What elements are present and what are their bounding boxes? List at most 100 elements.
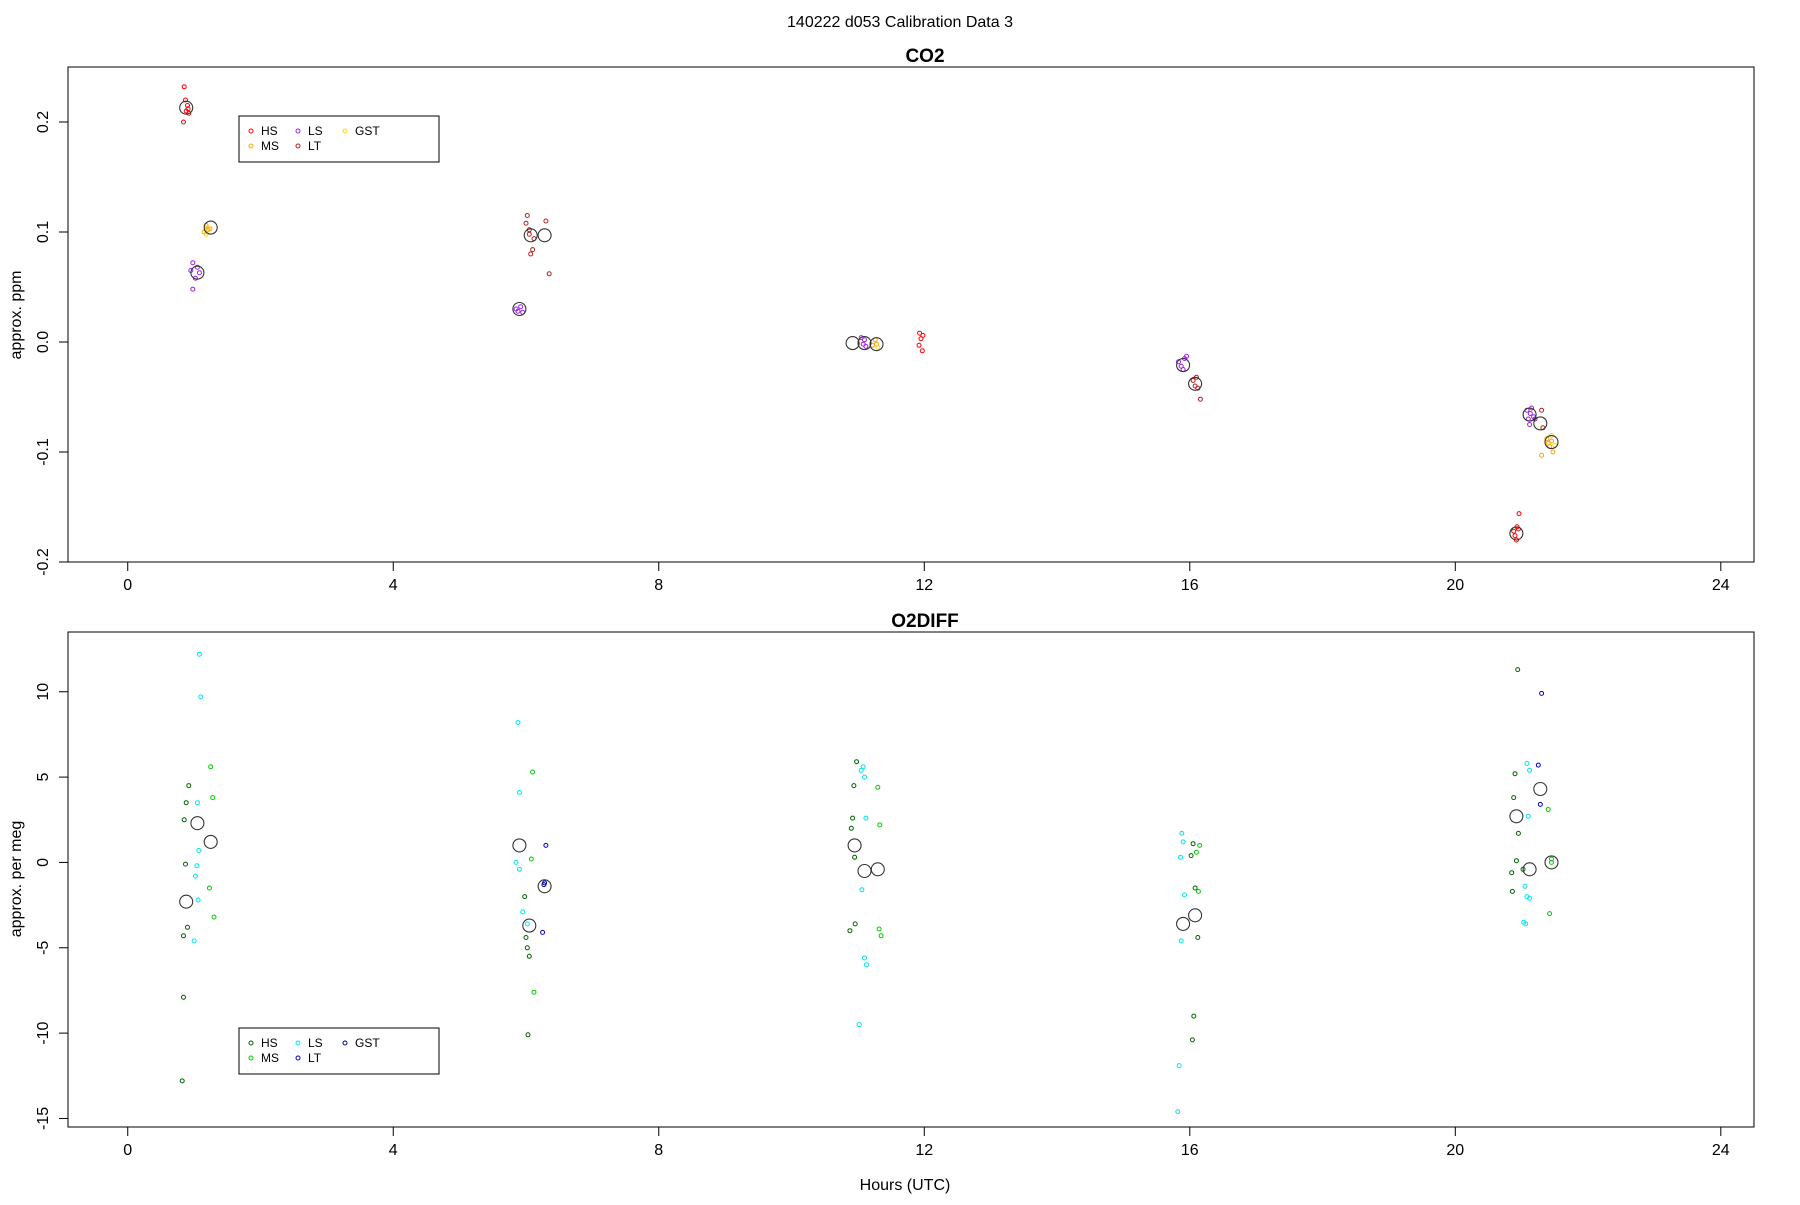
co2-mean-marker bbox=[179, 100, 194, 115]
o2diff-legend-marker-hs bbox=[248, 1040, 254, 1046]
o2diff-point-ms bbox=[1195, 888, 1201, 894]
o2diff-point-ls bbox=[1178, 938, 1184, 944]
o2diff-point-ls bbox=[1178, 854, 1183, 860]
o2diff-point-hs bbox=[1192, 885, 1198, 891]
o2diff-y-tick-label: 5 bbox=[35, 773, 52, 782]
o2diff-point-ms bbox=[876, 926, 882, 932]
o2diff-point-ls bbox=[1180, 839, 1186, 845]
co2-point-gst bbox=[875, 345, 881, 350]
o2diff-point-lt bbox=[540, 929, 546, 935]
co2-y-tick-label: 0.2 bbox=[35, 111, 52, 133]
o2diff-point-ms bbox=[878, 933, 884, 939]
o2diff-y-axis-label: approx. per meg bbox=[8, 821, 25, 938]
o2diff-point-hs bbox=[181, 933, 186, 939]
co2-mean-marker bbox=[1509, 526, 1524, 541]
o2diff-point-hs bbox=[183, 861, 188, 867]
o2diff-point-hs bbox=[185, 924, 190, 930]
co2-x-tick-label: 12 bbox=[915, 577, 933, 594]
co2-point-ls bbox=[196, 270, 202, 276]
co2-point-hs bbox=[920, 332, 926, 338]
o2diff-legend-label-ls: LS bbox=[308, 1036, 323, 1050]
o2diff-point-hs bbox=[847, 928, 853, 934]
co2-legend-label-gst: GST bbox=[355, 124, 380, 138]
o2diff-point-lt bbox=[1535, 762, 1541, 768]
co2-point-ls bbox=[1527, 411, 1533, 416]
co2-mean-marker bbox=[845, 336, 860, 351]
co2-legend-box bbox=[238, 115, 440, 163]
o2diff-point-hs bbox=[181, 817, 187, 823]
o2diff-legend-marker-ls bbox=[295, 1040, 301, 1046]
co2-legend-label-ls: LS bbox=[308, 124, 323, 138]
co2-point-lt bbox=[1539, 407, 1545, 413]
o2diff-point-ms bbox=[1193, 849, 1199, 855]
o2diff-point-ls bbox=[1522, 883, 1528, 889]
co2-point-hs bbox=[916, 342, 922, 348]
co2-panel: CO2 approx. ppm 0 4 8 12 16 20 24 -0.2 -0.1 0.0 0.… bbox=[8, 46, 1755, 594]
o2diff-point-ls bbox=[1179, 830, 1185, 836]
o2diff-point-hs bbox=[1188, 853, 1194, 859]
co2-legend-label-hs: HS bbox=[261, 124, 278, 138]
co2-legend-marker-gst bbox=[342, 128, 348, 134]
o2diff-point-ls bbox=[1527, 895, 1533, 901]
o2diff-point-hs bbox=[850, 815, 856, 821]
o2diff-y-tick-label: -10 bbox=[35, 1021, 52, 1044]
co2-point-lt bbox=[530, 247, 536, 253]
o2diff-point-hs bbox=[1511, 795, 1517, 801]
co2-point-ls bbox=[518, 304, 524, 310]
o2diff-point-hs bbox=[1195, 935, 1201, 940]
o2diff-point-hs bbox=[1515, 830, 1521, 836]
co2-axes: 0 4 8 12 16 20 24 -0.2 -0.1 0.0 0.1 0.2 bbox=[35, 111, 1730, 594]
o2diff-point-ms bbox=[208, 764, 214, 770]
o2diff-point-hs bbox=[179, 1078, 185, 1084]
o2diff-point-hs bbox=[1513, 858, 1519, 864]
o2diff-x-tick-label: 16 bbox=[1181, 1142, 1199, 1159]
co2-point-ms bbox=[207, 226, 213, 232]
co2-point-ls bbox=[515, 308, 521, 314]
o2diff-point-ms bbox=[211, 914, 217, 920]
o2diff-point-ls bbox=[515, 720, 521, 725]
o2diff-mean-marker bbox=[1533, 781, 1548, 797]
o2diff-point-ls bbox=[520, 909, 526, 915]
o2diff-point-lt bbox=[1539, 690, 1545, 696]
co2-y-tick-label: 0.1 bbox=[35, 221, 52, 243]
co2-point-hs bbox=[181, 119, 186, 125]
co2-point-hs bbox=[1512, 533, 1518, 539]
o2diff-point-ms bbox=[530, 769, 536, 775]
co2-point-gst bbox=[204, 225, 210, 231]
o2diff-y-tick-label: 0 bbox=[35, 858, 52, 867]
o2diff-mean-marker bbox=[1522, 862, 1537, 877]
o2diff-point-hs bbox=[1509, 870, 1515, 876]
o2diff-point-ls bbox=[192, 873, 198, 879]
o2diff-point-ls bbox=[196, 651, 202, 657]
o2diff-legend-label-hs: HS bbox=[261, 1036, 278, 1050]
o2diff-point-ls bbox=[863, 815, 869, 821]
co2-point-lt bbox=[1190, 378, 1196, 383]
co2-mean-marker bbox=[869, 337, 884, 352]
co2-point-ls bbox=[1532, 416, 1538, 422]
o2diff-point-hs bbox=[851, 783, 857, 789]
co2-y-tick-label: -0.2 bbox=[35, 548, 52, 576]
o2diff-x-tick-label: 20 bbox=[1446, 1142, 1464, 1159]
o2diff-point-hs bbox=[181, 994, 186, 1000]
o2diff-y-tick-label: 10 bbox=[35, 683, 52, 701]
o2diff-point-hs bbox=[1191, 1013, 1197, 1019]
o2diff-point-hs bbox=[848, 825, 854, 831]
co2-point-ls bbox=[1527, 422, 1533, 427]
o2diff-point-ms bbox=[1549, 859, 1554, 865]
co2-point-lt bbox=[523, 220, 529, 226]
co2-point-ms bbox=[1550, 449, 1556, 455]
o2diff-mean-marker bbox=[1544, 855, 1559, 870]
o2diff-axes: 0 4 8 12 16 20 24 -15 -10 -5 0 5 10 bbox=[35, 683, 1730, 1159]
co2-x-tick-label: 20 bbox=[1446, 577, 1464, 594]
co2-point-hs bbox=[183, 97, 188, 103]
o2diff-point-ms bbox=[1549, 856, 1554, 862]
o2diff-point-ms bbox=[1197, 842, 1203, 848]
o2diff-legend-box bbox=[238, 1027, 440, 1075]
o2diff-point-ls bbox=[516, 789, 522, 795]
o2diff-point-hs bbox=[526, 953, 532, 959]
o2diff-mean-marker bbox=[1188, 908, 1203, 923]
